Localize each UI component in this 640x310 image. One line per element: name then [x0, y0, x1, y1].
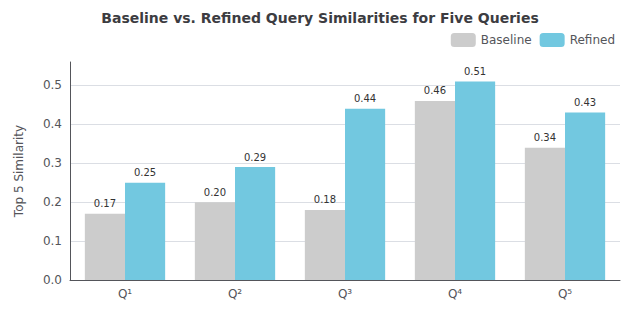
svg-text:Baseline: Baseline — [481, 33, 532, 47]
svg-text:Refined: Refined — [570, 33, 615, 47]
svg-text:0.5: 0.5 — [43, 78, 62, 92]
svg-text:0.3: 0.3 — [43, 156, 62, 170]
svg-text:Baseline vs. Refined Query Sim: Baseline vs. Refined Query Similarities … — [101, 10, 538, 26]
svg-text:0.51: 0.51 — [464, 66, 486, 77]
svg-text:0.46: 0.46 — [424, 85, 446, 96]
svg-text:0.29: 0.29 — [244, 152, 266, 163]
svg-text:0.17: 0.17 — [94, 198, 116, 209]
svg-text:Q²: Q² — [228, 287, 242, 301]
svg-text:0.44: 0.44 — [354, 93, 376, 104]
svg-text:0.2: 0.2 — [43, 195, 62, 209]
svg-text:Q⁴: Q⁴ — [448, 287, 462, 301]
svg-text:0.43: 0.43 — [574, 97, 596, 108]
svg-text:Top 5 Similarity: Top 5 Similarity — [12, 125, 26, 218]
svg-text:0.20: 0.20 — [204, 187, 226, 198]
svg-text:Q³: Q³ — [338, 287, 352, 301]
svg-text:0.25: 0.25 — [134, 167, 156, 178]
svg-text:Q⁵: Q⁵ — [558, 287, 572, 301]
svg-text:0.34: 0.34 — [534, 132, 556, 143]
svg-text:Q¹: Q¹ — [118, 287, 132, 301]
svg-text:0.1: 0.1 — [43, 234, 62, 248]
svg-text:0.4: 0.4 — [43, 117, 62, 131]
svg-text:0.18: 0.18 — [314, 194, 336, 205]
svg-text:0.0: 0.0 — [43, 273, 62, 287]
